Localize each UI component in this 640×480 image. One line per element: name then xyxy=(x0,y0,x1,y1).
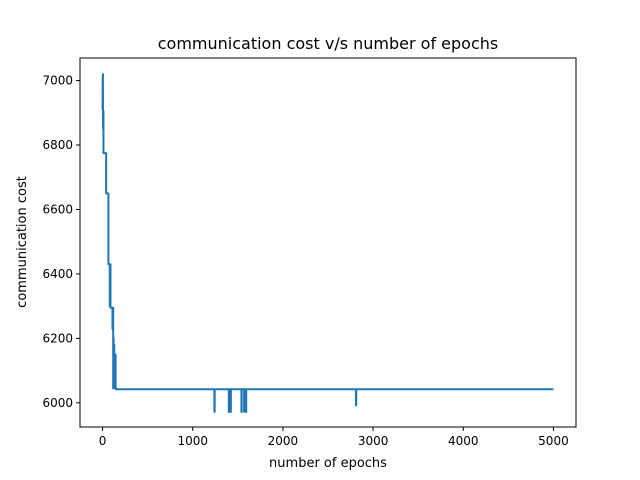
plot-line-layer xyxy=(101,73,554,413)
x-tick-label: 3000 xyxy=(358,434,389,448)
y-axis-label: communication cost xyxy=(15,176,30,308)
x-axis-label: number of epochs xyxy=(269,456,387,471)
y-tick-label: 6800 xyxy=(42,138,73,152)
x-tick-label: 1000 xyxy=(177,434,208,448)
x-tick-label: 5000 xyxy=(538,434,569,448)
y-tick-label: 6400 xyxy=(42,267,73,281)
axes-frame xyxy=(79,57,577,428)
y-tick-label: 7000 xyxy=(42,74,73,88)
x-axis-ticks: 0 1000 2000 3000 4000 5000 xyxy=(99,427,569,448)
series-line xyxy=(101,73,554,413)
y-tick-label: 6000 xyxy=(42,396,73,410)
y-axis-ticks: 6000 6200 6400 6600 6800 7000 xyxy=(42,74,80,410)
chart-title: communication cost v/s number of epochs xyxy=(158,34,498,53)
x-tick-label: 4000 xyxy=(448,434,479,448)
x-tick-label: 2000 xyxy=(268,434,299,448)
y-tick-label: 6600 xyxy=(42,202,73,216)
y-tick-label: 6200 xyxy=(42,331,73,345)
x-tick-label: 0 xyxy=(99,434,107,448)
